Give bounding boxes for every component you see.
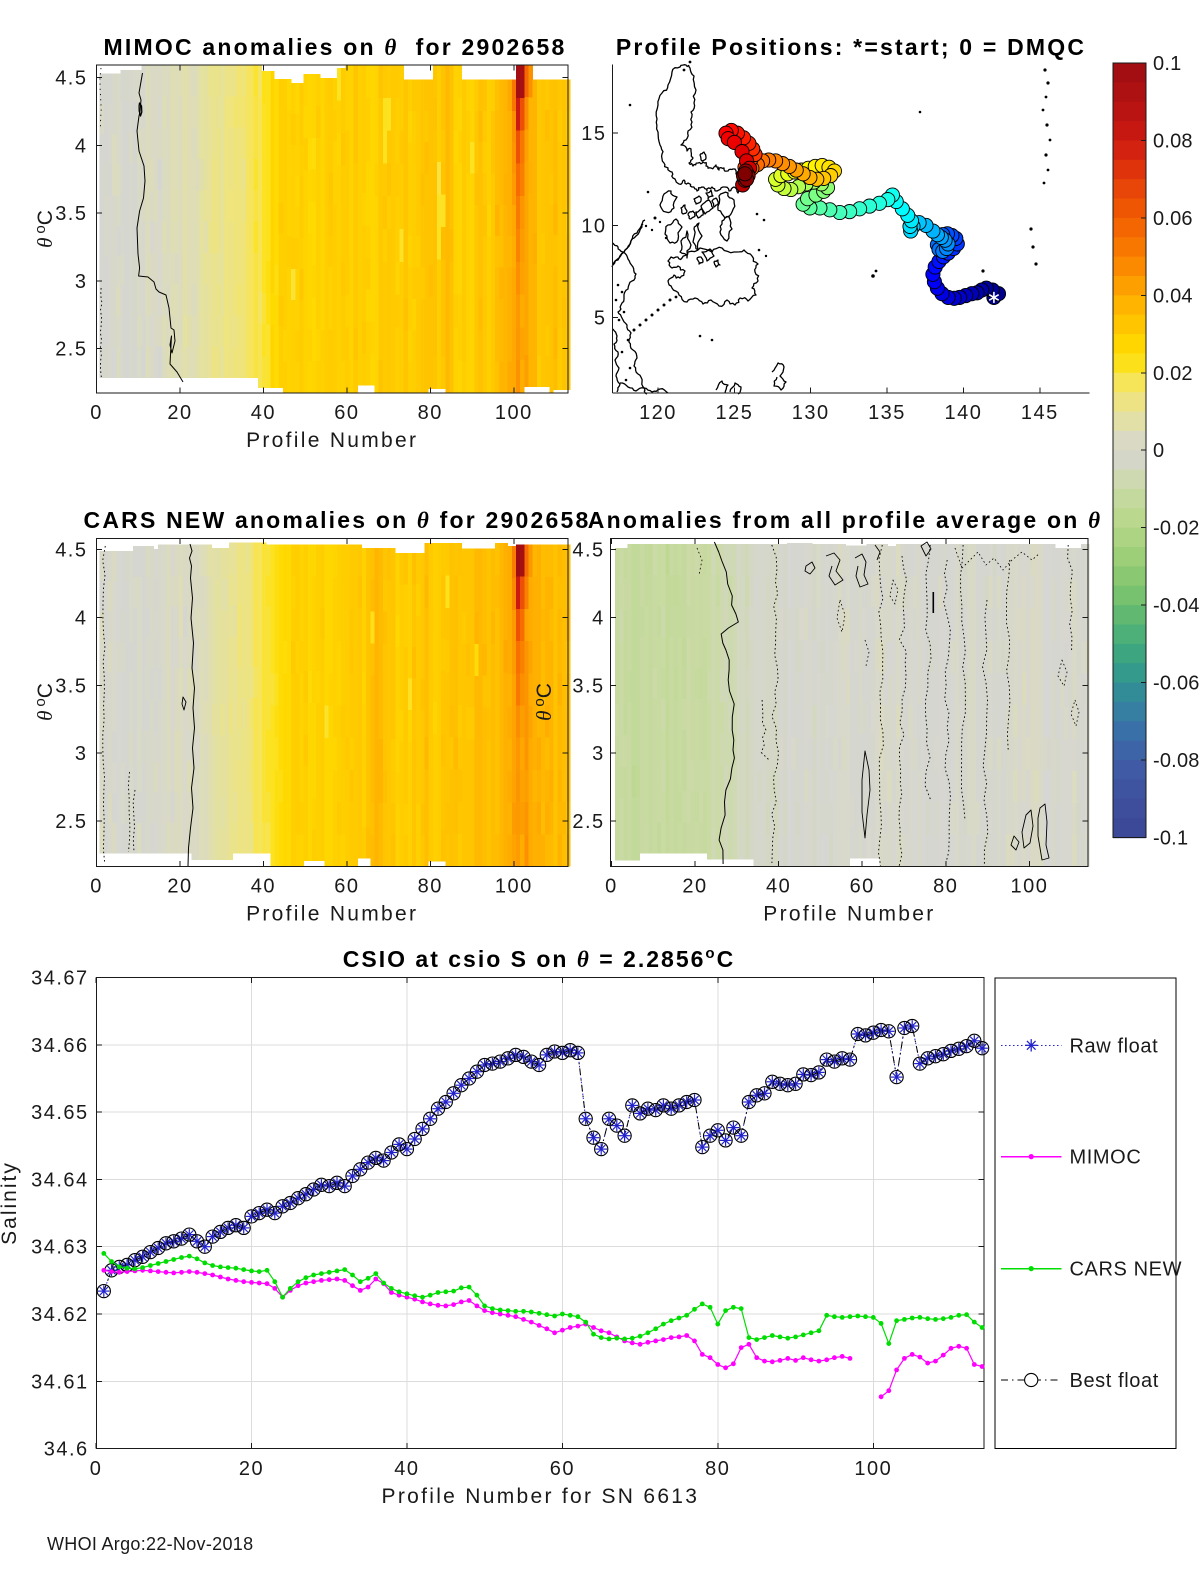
svg-text:34.6: 34.6: [44, 1439, 89, 1461]
svg-text:θoC: θoC: [531, 683, 556, 721]
svg-text:130: 130: [792, 402, 830, 424]
svg-text:4: 4: [592, 608, 605, 630]
svg-text:3: 3: [592, 743, 605, 765]
svg-text:34.64: 34.64: [31, 1169, 89, 1191]
svg-text:120: 120: [639, 402, 677, 424]
svg-text:4.5: 4.5: [55, 68, 87, 90]
svg-text:10: 10: [581, 215, 606, 237]
svg-text:60: 60: [334, 402, 359, 424]
svg-text:3: 3: [75, 271, 88, 293]
svg-text:-0.04: -0.04: [1153, 595, 1200, 617]
svg-text:0: 0: [90, 876, 103, 898]
svg-text:20: 20: [682, 876, 707, 898]
svg-text:MIMOC: MIMOC: [1070, 1147, 1142, 1169]
svg-text:125: 125: [715, 402, 753, 424]
svg-text:Best float: Best float: [1070, 1370, 1159, 1392]
svg-text:0: 0: [605, 876, 618, 898]
svg-text:135: 135: [868, 402, 906, 424]
svg-text:60: 60: [334, 876, 359, 898]
svg-text:4.5: 4.5: [55, 540, 87, 562]
svg-text:100: 100: [495, 402, 533, 424]
svg-text:Anomalies from all profile ave: Anomalies from all profile average on θ: [588, 507, 1102, 533]
svg-text:MIMOC anomalies on θ for 2902: MIMOC anomalies on θ for 2902658: [104, 34, 567, 60]
svg-text:3.5: 3.5: [572, 675, 604, 697]
svg-text:40: 40: [251, 402, 276, 424]
svg-text:34.63: 34.63: [31, 1237, 89, 1259]
svg-text:40: 40: [766, 876, 791, 898]
svg-text:20: 20: [167, 876, 192, 898]
svg-text:3.5: 3.5: [55, 675, 87, 697]
svg-text:34.65: 34.65: [31, 1102, 89, 1124]
svg-text:Profile Number: Profile Number: [246, 903, 418, 926]
svg-text:100: 100: [854, 1458, 892, 1480]
svg-text:3: 3: [75, 743, 88, 765]
svg-text:-0.1: -0.1: [1153, 828, 1188, 850]
svg-text:3.5: 3.5: [55, 203, 87, 225]
svg-text:5: 5: [594, 308, 607, 330]
svg-text:2.5: 2.5: [55, 339, 87, 361]
svg-text:-0.08: -0.08: [1153, 750, 1200, 772]
svg-text:-0.02: -0.02: [1153, 518, 1200, 540]
svg-text:34.62: 34.62: [31, 1304, 89, 1326]
svg-text:θoC: θoC: [32, 210, 57, 248]
svg-text:0.06: 0.06: [1153, 208, 1193, 230]
svg-text:0: 0: [90, 1458, 103, 1480]
svg-text:Profile Number for SN 6613: Profile Number for SN 6613: [382, 1485, 700, 1508]
svg-text:60: 60: [550, 1458, 575, 1480]
svg-text:60: 60: [850, 876, 875, 898]
svg-text:-0.06: -0.06: [1153, 673, 1200, 695]
svg-text:WHOI Argo:22-Nov-2018: WHOI Argo:22-Nov-2018: [47, 1534, 253, 1554]
svg-text:4: 4: [75, 135, 88, 157]
svg-text:0.02: 0.02: [1153, 363, 1193, 385]
svg-text:2.5: 2.5: [55, 811, 87, 833]
svg-text:34.67: 34.67: [31, 968, 89, 990]
svg-text:100: 100: [1010, 876, 1048, 898]
svg-text:0.04: 0.04: [1153, 285, 1193, 307]
svg-text:0: 0: [90, 402, 103, 424]
svg-text:80: 80: [418, 402, 443, 424]
svg-text:80: 80: [705, 1458, 730, 1480]
svg-text:34.66: 34.66: [31, 1035, 89, 1057]
svg-text:Profile Number: Profile Number: [246, 429, 418, 452]
svg-text:80: 80: [418, 876, 443, 898]
svg-text:Salinity: Salinity: [0, 1161, 21, 1245]
svg-text:2.5: 2.5: [572, 811, 604, 833]
svg-text:Raw float: Raw float: [1070, 1035, 1159, 1057]
svg-text:20: 20: [239, 1458, 264, 1480]
svg-text:4.5: 4.5: [572, 540, 604, 562]
svg-text:0.1: 0.1: [1153, 53, 1181, 75]
svg-text:CARS NEW anomalies on θ for 29: CARS NEW anomalies on θ for 2902658: [84, 507, 591, 533]
svg-text:15: 15: [581, 123, 606, 145]
svg-text:145: 145: [1021, 402, 1059, 424]
svg-text:20: 20: [167, 402, 192, 424]
svg-text:0.08: 0.08: [1153, 130, 1193, 152]
svg-text:140: 140: [944, 402, 982, 424]
svg-text:100: 100: [495, 876, 533, 898]
svg-text:0: 0: [1153, 440, 1164, 462]
svg-text:Profile Number: Profile Number: [763, 903, 935, 926]
svg-text:80: 80: [933, 876, 958, 898]
svg-text:CSIO at csio S on θ = 2.2856oC: CSIO at csio S on θ = 2.2856oC: [343, 945, 735, 972]
svg-text:34.61: 34.61: [31, 1371, 89, 1393]
svg-text:CARS NEW: CARS NEW: [1070, 1259, 1183, 1281]
svg-text:θoC: θoC: [32, 683, 57, 721]
svg-text:40: 40: [251, 876, 276, 898]
svg-text:Profile Positions: *=start; 0: Profile Positions: *=start; 0 = DMQC: [616, 34, 1086, 60]
svg-text:4: 4: [75, 608, 88, 630]
svg-text:40: 40: [394, 1458, 419, 1480]
